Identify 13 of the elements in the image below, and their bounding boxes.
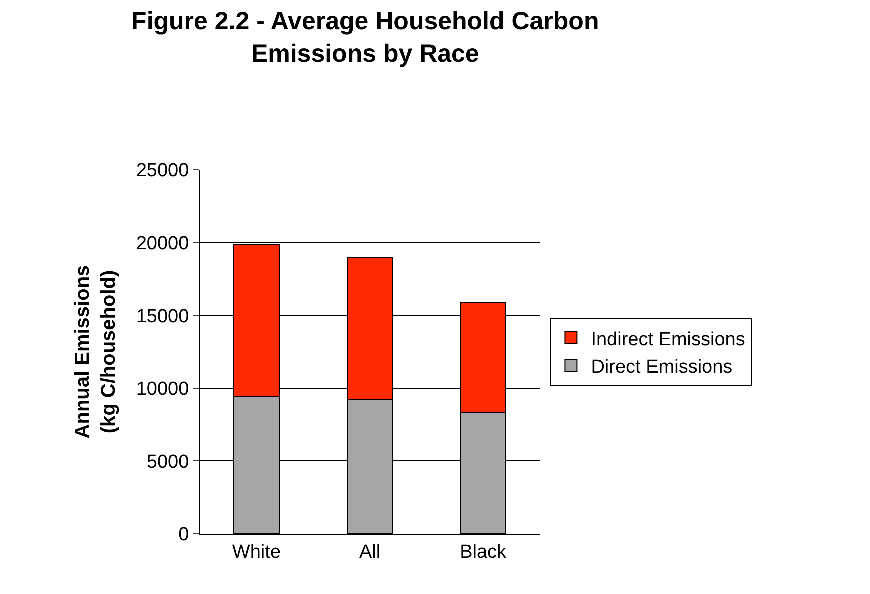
x-tick-label: White — [232, 542, 281, 563]
x-tick-label: Black — [460, 542, 508, 563]
legend-label: Direct Emissions — [591, 356, 733, 378]
legend-label: Indirect Emissions — [591, 329, 746, 350]
y-tick-label: 10000 — [136, 379, 190, 400]
y-tick-label: 0 — [178, 524, 190, 546]
y-tick-label: 20000 — [136, 233, 190, 254]
x-tick-label: All — [359, 542, 381, 563]
y-tick-label: 15000 — [136, 306, 190, 328]
y-axis-title: Annual Emissions (kg C/household) — [72, 265, 120, 439]
y-tick-label: 25000 — [136, 160, 190, 182]
y-tick-label: 5000 — [146, 452, 190, 473]
chart-title: Figure 2.2 - Average Household Carbon Emissions by Race — [132, 8, 600, 68]
